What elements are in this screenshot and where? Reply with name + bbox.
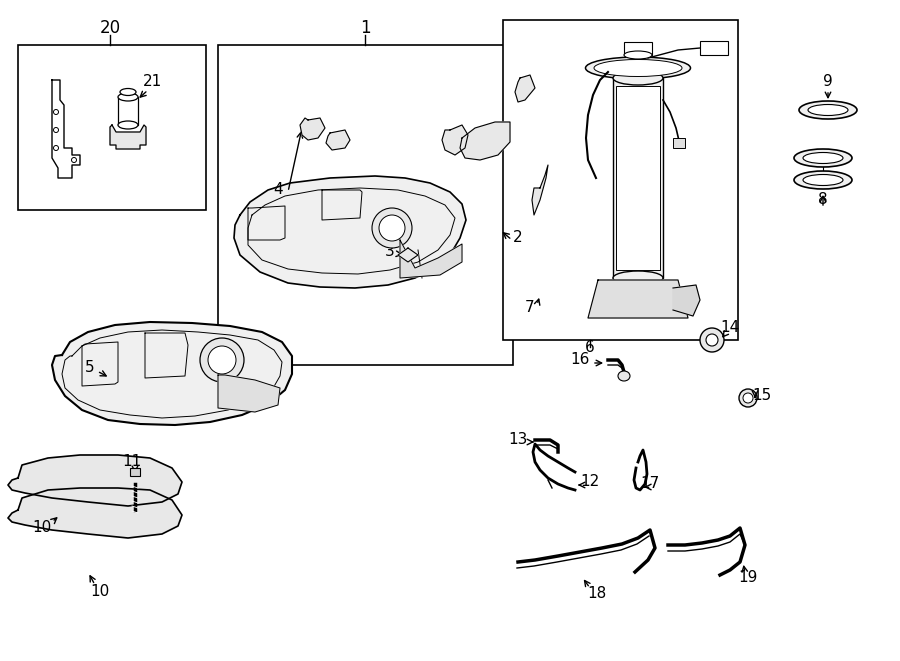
Bar <box>18 45 206 210</box>
Text: 16: 16 <box>571 352 590 368</box>
Text: 6: 6 <box>585 340 595 356</box>
Ellipse shape <box>799 101 857 119</box>
Circle shape <box>739 389 757 407</box>
Polygon shape <box>218 375 280 412</box>
Ellipse shape <box>794 149 852 167</box>
Text: 10: 10 <box>32 520 51 535</box>
Text: 7: 7 <box>526 301 535 315</box>
Ellipse shape <box>794 171 852 189</box>
Circle shape <box>379 215 405 241</box>
Bar <box>218 45 513 365</box>
Bar <box>700 41 728 55</box>
Bar <box>503 20 738 340</box>
Polygon shape <box>110 125 146 149</box>
Circle shape <box>372 208 412 248</box>
Text: 1: 1 <box>360 19 370 37</box>
Text: 21: 21 <box>142 75 162 89</box>
Polygon shape <box>326 130 350 150</box>
Circle shape <box>53 110 58 114</box>
Polygon shape <box>52 322 292 425</box>
Polygon shape <box>8 455 182 506</box>
Ellipse shape <box>118 93 138 101</box>
Text: 5: 5 <box>86 360 94 375</box>
Circle shape <box>700 328 724 352</box>
Bar <box>624 42 652 55</box>
Circle shape <box>53 128 58 132</box>
Bar <box>616 86 660 270</box>
Text: 9: 9 <box>824 75 832 89</box>
Bar <box>673 138 685 148</box>
FancyBboxPatch shape <box>130 468 140 476</box>
Text: 3: 3 <box>385 245 395 260</box>
Ellipse shape <box>803 175 843 186</box>
Circle shape <box>706 334 718 346</box>
Text: 2: 2 <box>513 231 523 245</box>
Text: 8: 8 <box>818 192 828 208</box>
Polygon shape <box>442 125 468 155</box>
Text: 4: 4 <box>274 182 283 198</box>
Text: 11: 11 <box>122 455 141 469</box>
Polygon shape <box>515 75 535 102</box>
Text: 19: 19 <box>738 570 758 586</box>
Polygon shape <box>8 488 182 538</box>
Circle shape <box>200 338 244 382</box>
Text: 20: 20 <box>99 19 121 37</box>
Circle shape <box>208 346 236 374</box>
Ellipse shape <box>803 153 843 163</box>
Circle shape <box>71 157 76 163</box>
Ellipse shape <box>624 51 652 59</box>
Circle shape <box>53 145 58 151</box>
Polygon shape <box>588 280 688 318</box>
Text: 13: 13 <box>508 432 527 447</box>
Ellipse shape <box>613 271 663 285</box>
Text: 18: 18 <box>588 586 607 602</box>
Circle shape <box>743 393 753 403</box>
Polygon shape <box>460 122 510 160</box>
Polygon shape <box>400 240 462 278</box>
Polygon shape <box>300 118 325 140</box>
Ellipse shape <box>118 121 138 129</box>
Ellipse shape <box>618 371 630 381</box>
Ellipse shape <box>808 104 848 116</box>
Bar <box>118 97 138 125</box>
Text: 17: 17 <box>641 477 660 492</box>
Text: 15: 15 <box>752 387 771 403</box>
Polygon shape <box>234 176 466 288</box>
Polygon shape <box>532 165 548 215</box>
Polygon shape <box>673 285 700 316</box>
Text: 10: 10 <box>90 584 110 600</box>
Ellipse shape <box>594 59 682 77</box>
Ellipse shape <box>586 57 690 79</box>
Ellipse shape <box>613 71 663 85</box>
Text: 14: 14 <box>720 321 740 336</box>
Ellipse shape <box>120 89 136 95</box>
Polygon shape <box>398 248 418 262</box>
Text: 12: 12 <box>580 475 599 490</box>
Bar <box>613 78 663 278</box>
